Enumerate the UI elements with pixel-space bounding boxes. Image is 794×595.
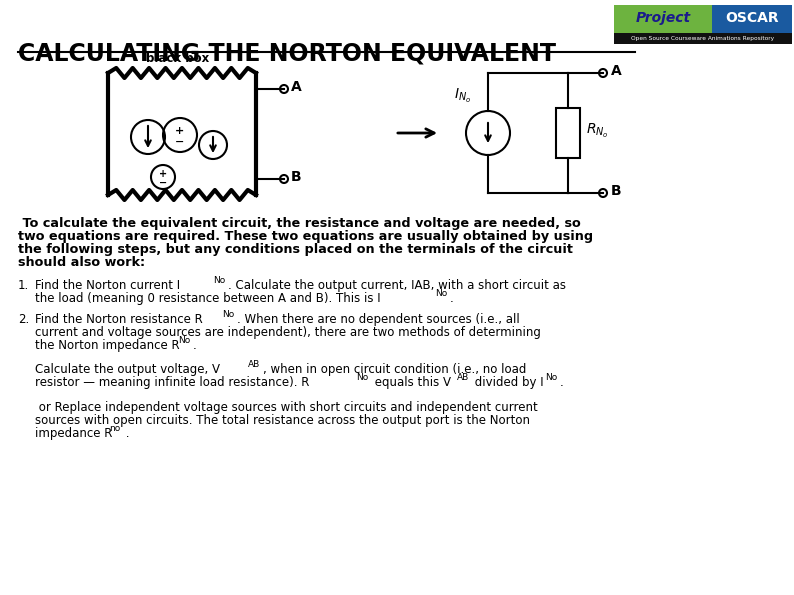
Text: .: . (560, 376, 564, 389)
Text: B: B (611, 184, 622, 198)
Circle shape (280, 175, 288, 183)
Text: A: A (611, 64, 622, 78)
Text: +: + (159, 169, 167, 179)
Circle shape (599, 189, 607, 197)
Text: .: . (122, 427, 129, 440)
Text: the load (meaning 0 resistance between A and B). This is I: the load (meaning 0 resistance between A… (35, 292, 380, 305)
Text: current and voltage sources are independent), there are two methods of determini: current and voltage sources are independ… (35, 326, 541, 339)
Text: .: . (450, 292, 453, 305)
Text: No: No (435, 289, 447, 298)
Text: OSCAR: OSCAR (725, 11, 779, 25)
Text: No: No (356, 373, 368, 382)
Text: CALCULATING THE NORTON EQUIVALENT: CALCULATING THE NORTON EQUIVALENT (18, 42, 556, 66)
Text: Open Source Courseware Animations Repository: Open Source Courseware Animations Reposi… (631, 36, 775, 41)
Text: divided by I: divided by I (471, 376, 544, 389)
Text: . Calculate the output current, IAB, with a short circuit as: . Calculate the output current, IAB, wit… (228, 279, 566, 292)
FancyBboxPatch shape (614, 5, 712, 33)
FancyBboxPatch shape (614, 33, 792, 44)
Text: or Replace independent voltage sources with short circuits and independent curre: or Replace independent voltage sources w… (35, 401, 538, 414)
Text: No: No (222, 310, 234, 319)
Text: $R_{N_o}$: $R_{N_o}$ (586, 122, 609, 140)
Text: two equations are required. These two equations are usually obtained by using: two equations are required. These two eq… (18, 230, 593, 243)
Text: no: no (109, 424, 120, 433)
Text: equals this V: equals this V (371, 376, 451, 389)
Text: −: − (159, 178, 167, 188)
FancyBboxPatch shape (712, 5, 792, 33)
Text: $I_{N_o}$: $I_{N_o}$ (454, 87, 472, 105)
Text: black box: black box (146, 52, 210, 65)
Text: To calculate the equivalent circuit, the resistance and voltage are needed, so: To calculate the equivalent circuit, the… (18, 217, 580, 230)
Text: AB: AB (457, 373, 469, 382)
Text: the following steps, but any conditions placed on the terminals of the circuit: the following steps, but any conditions … (18, 243, 573, 256)
Text: resistor — meaning infinite load resistance). R: resistor — meaning infinite load resista… (35, 376, 310, 389)
Text: B: B (291, 170, 302, 184)
Text: 1.: 1. (18, 279, 29, 292)
Text: . When there are no dependent sources (i.e., all: . When there are no dependent sources (i… (237, 313, 520, 326)
Text: 2.: 2. (18, 313, 29, 326)
Text: impedance R: impedance R (35, 427, 113, 440)
Text: No: No (545, 373, 557, 382)
Text: Find the Norton resistance R: Find the Norton resistance R (35, 313, 202, 326)
Text: No: No (213, 276, 225, 285)
Text: Find the Norton current I: Find the Norton current I (35, 279, 180, 292)
Text: the Norton impedance R: the Norton impedance R (35, 339, 179, 352)
Text: , when in open circuit condition (i.e., no load: , when in open circuit condition (i.e., … (263, 363, 526, 376)
Text: should also work:: should also work: (18, 256, 145, 269)
Circle shape (599, 69, 607, 77)
Text: Project: Project (635, 11, 691, 25)
Text: Calculate the output voltage, V: Calculate the output voltage, V (35, 363, 220, 376)
Text: No: No (178, 336, 191, 345)
Text: A: A (291, 80, 302, 94)
Text: sources with open circuits. The total resistance across the output port is the N: sources with open circuits. The total re… (35, 414, 530, 427)
Circle shape (280, 85, 288, 93)
Text: +: + (175, 126, 185, 136)
Bar (556, 108, 580, 158)
Text: −: − (175, 137, 185, 147)
Text: .: . (193, 339, 197, 352)
Text: AB: AB (248, 360, 260, 369)
